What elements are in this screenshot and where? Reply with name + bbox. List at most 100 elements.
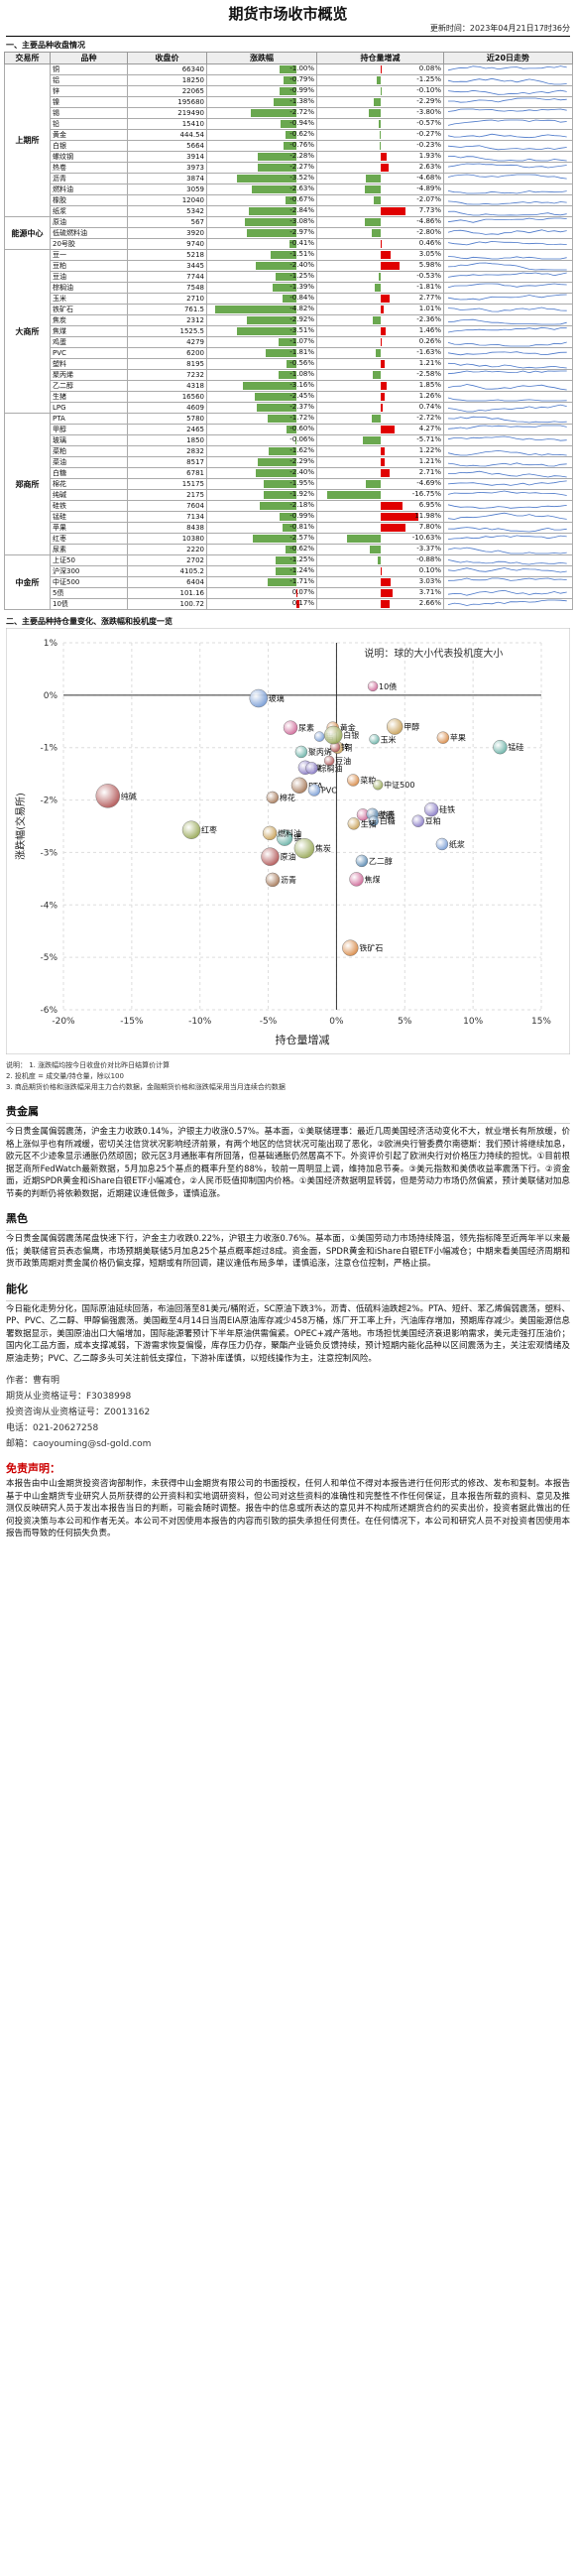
change-label: -1.51% [289,250,314,259]
oi-label: 4.27% [418,425,441,433]
change-label: -2.40% [289,261,314,270]
product-name: 锰硅 [50,511,128,523]
oi-bar [374,196,381,204]
y-tick-label: -4% [40,901,58,911]
table-row: 红枣 10380 -2.57% -10.63% [5,533,573,545]
change-label: -2.45% [289,392,314,401]
oi-cell: -5.71% [316,434,444,446]
change-cell: -2.45% [206,391,317,403]
change-label: -1.25% [289,272,314,281]
y-tick-label: 0% [44,691,58,701]
x-tick-label: 5% [398,1017,412,1027]
point-label: 甲醇 [403,722,419,732]
oi-label: 7.73% [418,206,441,215]
close-price: 3914 [127,151,207,163]
close-price: 761.5 [127,304,207,315]
table-row: 鸡蛋 4279 -1.07% 0.26% [5,336,573,348]
change-label: -3.08% [289,217,314,226]
oi-bar [381,578,391,586]
change-label: -4.82% [289,305,314,313]
trend-cell [443,467,573,479]
change-bar [280,65,296,73]
change-cell: -1.39% [206,282,317,294]
point-label: 白糖 [380,816,396,826]
x-tick-label: 10% [463,1017,483,1027]
oi-label: 1.26% [418,392,441,401]
oi-bar [346,535,381,543]
change-label: -1.92% [289,490,314,499]
oi-label: 6.95% [418,501,441,510]
oi-label: -2.29% [416,97,441,106]
change-bar [286,131,296,139]
close-price: 2702 [127,554,207,566]
change-cell: 0.17% [206,598,317,610]
sparkline-path [447,527,567,533]
oi-cell: -0.27% [316,129,444,141]
point-label: 纯碱 [121,791,137,800]
change-bar [289,240,296,248]
sparkline-path [447,326,567,333]
change-cell: -1.71% [206,576,317,588]
change-bar [256,469,296,477]
sparkline-path [447,77,567,85]
sparkline-path [447,294,567,301]
sparkline-path [447,156,567,162]
oi-label: 0.46% [418,239,441,248]
trend-cell [443,63,573,75]
change-bar [237,327,296,335]
oi-label: 0.08% [418,64,441,73]
change-bar [258,153,296,161]
table-row: 橡胶 12040 -0.67% -2.07% [5,194,573,206]
oi-bar [373,98,381,106]
change-label: -0.62% [289,545,314,553]
oi-cell: 1.46% [316,325,444,337]
sparkline [447,577,567,581]
product-name: 豆一 [50,249,128,261]
close-price: 4279 [127,336,207,348]
change-bar [271,251,296,259]
oi-cell: -2.72% [316,413,444,425]
oi-label: 2.77% [418,294,441,303]
sparkline [447,425,567,429]
heading-energy: 能化 [6,1282,28,1295]
scatter-point [283,720,298,735]
point-label: 棉花 [280,793,295,802]
oi-cell: 6.95% [316,500,444,512]
table-row: 聚丙烯 7232 -1.08% -2.58% [5,369,573,381]
change-cell: -0.41% [206,238,317,250]
change-bar [282,295,296,303]
oi-cell: -4.86% [316,216,444,228]
change-cell: -3.52% [206,173,317,184]
table-row: 焦煤 1525.5 -3.51% 1.46% [5,325,573,337]
product-name: 玉米 [50,293,128,305]
author-email[interactable]: 邮箱：caoyouming@sd-gold.com [6,1439,152,1449]
table-row: 锡 219490 -2.72% -3.80% [5,107,573,119]
y-tick-label: -3% [40,848,58,858]
product-name: 中证500 [50,576,128,588]
table-row: 郑商所 PTA 5780 -1.72% -2.72% [4,413,573,555]
point-label: 聚丙烯 [308,747,332,757]
sparkline [447,449,567,456]
product-name: 苹果 [50,522,128,534]
sparkline-path [447,599,567,606]
point-label: 豆粕 [425,816,441,826]
sparkline [447,163,567,169]
product-name: 螺纹钢 [50,151,128,163]
sparkline [447,351,567,356]
point-label: 锌 [341,742,349,752]
th-exchange: 交易所 [4,52,51,64]
trend-cell [443,173,573,184]
change-cell: -1.25% [206,554,317,566]
sparkline [447,283,567,289]
change-cell: -1.38% [206,96,317,108]
change-cell: -2.40% [206,467,317,479]
trend-cell [443,282,573,294]
table-header: 交易所 品种 收盘价 涨跌幅 持仓量增减 近20日走势 [4,52,573,64]
oi-label: -2.72% [416,414,441,423]
trend-cell [443,184,573,195]
sparkline [447,174,567,180]
sparkline [447,229,567,235]
table-row: PVC 6200 -1.81% -1.63% [5,347,573,359]
table-row: 白糖 6781 -2.40% 2.71% [5,467,573,479]
